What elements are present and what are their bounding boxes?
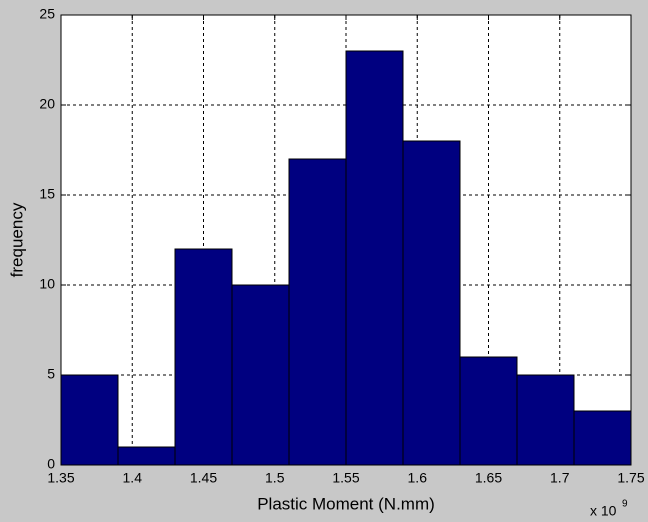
y-axis-label: frequency — [7, 202, 26, 277]
bar — [402, 140, 461, 466]
bar — [60, 374, 119, 466]
x-tick-label: 1.35 — [47, 470, 74, 486]
y-tick-label: 10 — [39, 276, 55, 292]
x-tick-label: 1.5 — [265, 470, 285, 486]
x-tick-label: 1.6 — [408, 470, 428, 486]
y-tick-label: 5 — [47, 366, 55, 382]
bar — [516, 374, 575, 466]
x-exponent-power: 9 — [622, 499, 628, 510]
x-tick-label: 1.75 — [617, 470, 644, 486]
bar — [117, 446, 176, 466]
x-axis-label: Plastic Moment (N.mm) — [257, 494, 435, 513]
bar — [174, 248, 233, 466]
y-tick-label: 15 — [39, 186, 55, 202]
bar — [345, 50, 404, 466]
x-exponent-base: x 10 — [590, 503, 617, 519]
x-tick-label: 1.4 — [123, 470, 143, 486]
bar — [231, 284, 290, 466]
bar — [459, 356, 518, 466]
x-tick-label: 1.55 — [332, 470, 359, 486]
y-tick-label: 25 — [39, 6, 55, 22]
axes-box — [60, 14, 632, 466]
x-tick-label: 1.7 — [550, 470, 570, 486]
y-tick-label: 20 — [39, 96, 55, 112]
bar — [288, 158, 347, 466]
bar — [573, 410, 632, 466]
x-tick-label: 1.45 — [190, 470, 217, 486]
y-tick-label: 0 — [47, 456, 55, 472]
x-tick-label: 1.65 — [475, 470, 502, 486]
